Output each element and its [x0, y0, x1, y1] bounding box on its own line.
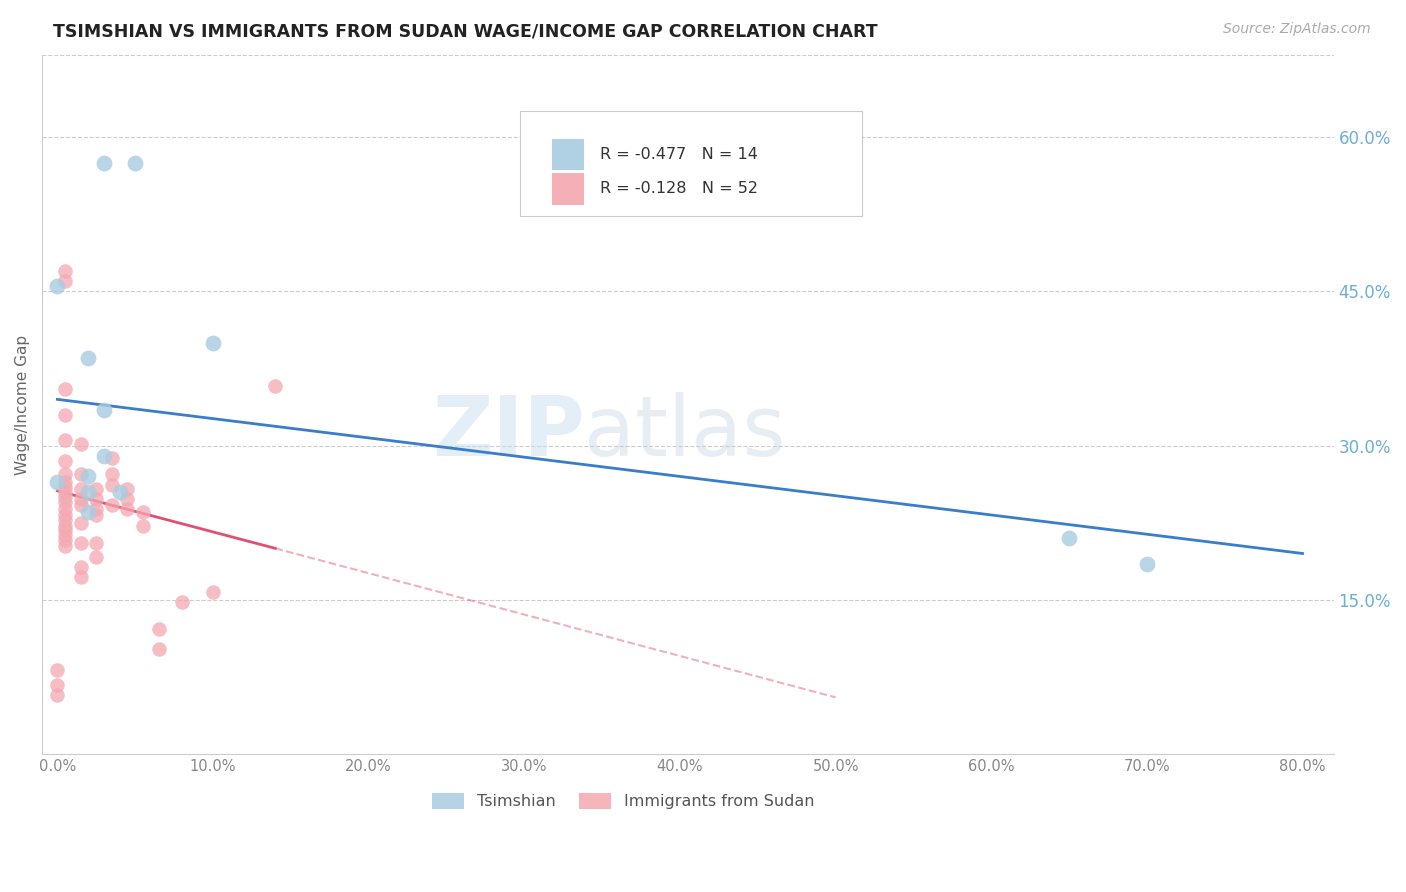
Point — [53, 508, 76, 523]
Legend: Tsimshian, Immigrants from Sudan: Tsimshian, Immigrants from Sudan — [426, 787, 821, 816]
Text: ZIP: ZIP — [432, 392, 585, 473]
Point — [170, 595, 193, 609]
Point — [117, 502, 139, 516]
Point — [84, 482, 107, 496]
Point — [53, 484, 76, 499]
Point — [124, 156, 146, 170]
Point — [53, 495, 76, 509]
Text: atlas: atlas — [585, 392, 786, 473]
Point — [101, 477, 124, 491]
Point — [53, 467, 76, 482]
Point — [93, 156, 115, 170]
Point — [77, 351, 100, 366]
Point — [53, 408, 76, 422]
Y-axis label: Wage/Income Gap: Wage/Income Gap — [15, 334, 30, 475]
Point — [53, 475, 76, 489]
Point — [264, 379, 287, 393]
Point — [117, 482, 139, 496]
Point — [46, 678, 69, 692]
Point — [53, 533, 76, 548]
Point — [77, 469, 100, 483]
Text: Source: ZipAtlas.com: Source: ZipAtlas.com — [1223, 22, 1371, 37]
Point — [53, 434, 76, 448]
Point — [53, 539, 76, 553]
Point — [53, 454, 76, 468]
Point — [46, 663, 69, 677]
Point — [46, 688, 69, 702]
Point — [53, 502, 76, 516]
Point — [69, 436, 91, 450]
FancyBboxPatch shape — [553, 173, 585, 204]
Point — [53, 490, 76, 504]
Point — [69, 570, 91, 584]
Point — [132, 518, 155, 533]
Point — [84, 549, 107, 564]
Point — [101, 450, 124, 465]
Point — [53, 523, 76, 537]
Point — [53, 480, 76, 494]
Point — [132, 505, 155, 519]
Point — [1136, 557, 1159, 571]
Point — [84, 502, 107, 516]
Point — [69, 467, 91, 482]
Point — [108, 484, 131, 499]
Point — [101, 498, 124, 512]
Point — [69, 559, 91, 574]
Point — [77, 505, 100, 519]
Text: R = -0.477   N = 14: R = -0.477 N = 14 — [600, 147, 758, 161]
Point — [1057, 531, 1080, 545]
Point — [84, 508, 107, 523]
Point — [84, 491, 107, 506]
Point — [202, 584, 225, 599]
Point — [53, 518, 76, 533]
Point — [69, 482, 91, 496]
Point — [93, 402, 115, 417]
Point — [69, 491, 91, 506]
Point — [53, 512, 76, 526]
FancyBboxPatch shape — [553, 138, 585, 170]
Point — [53, 264, 76, 278]
Point — [69, 516, 91, 530]
Point — [93, 449, 115, 463]
Point — [148, 642, 170, 657]
Point — [69, 498, 91, 512]
Point — [77, 484, 100, 499]
Point — [101, 467, 124, 482]
Point — [202, 335, 225, 350]
Point — [69, 536, 91, 550]
Point — [46, 279, 69, 293]
Point — [46, 475, 69, 489]
FancyBboxPatch shape — [520, 111, 862, 216]
Point — [53, 274, 76, 288]
Point — [84, 536, 107, 550]
Point — [117, 491, 139, 506]
Text: TSIMSHIAN VS IMMIGRANTS FROM SUDAN WAGE/INCOME GAP CORRELATION CHART: TSIMSHIAN VS IMMIGRANTS FROM SUDAN WAGE/… — [53, 22, 879, 40]
Point — [148, 622, 170, 636]
Point — [53, 528, 76, 542]
Point — [53, 382, 76, 396]
Text: R = -0.128   N = 52: R = -0.128 N = 52 — [600, 181, 758, 196]
